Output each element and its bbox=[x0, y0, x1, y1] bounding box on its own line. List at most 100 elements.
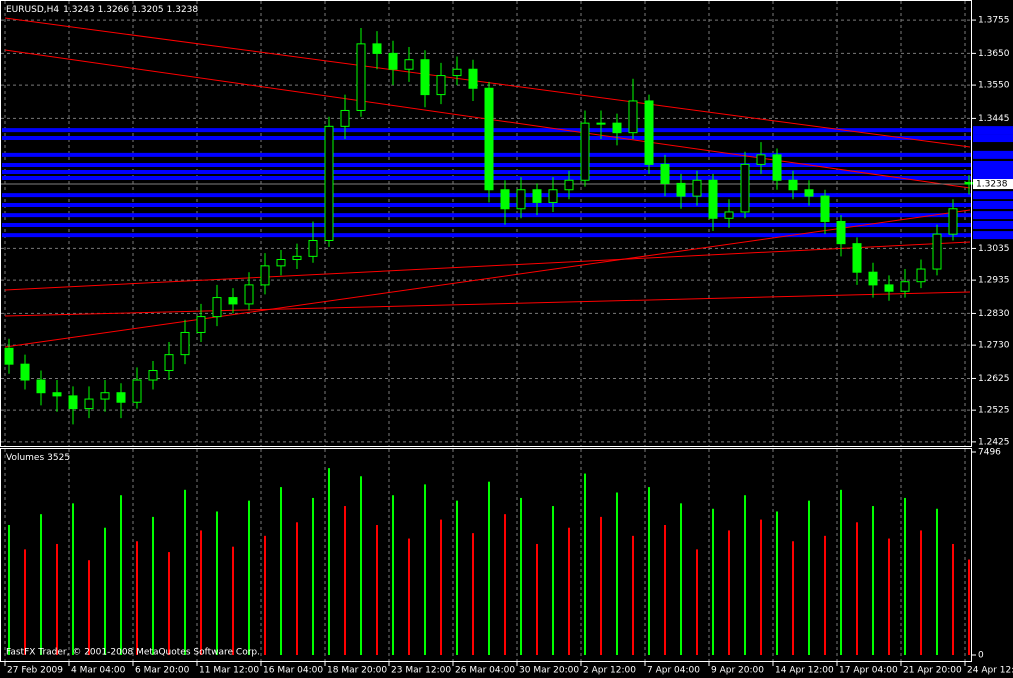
candle-body bbox=[644, 100, 654, 165]
x-tick-label: 2 Apr 12:00 bbox=[583, 666, 636, 676]
y-tick-label: 1.3035 bbox=[978, 244, 1010, 254]
volume-bar bbox=[840, 489, 842, 655]
candle-body bbox=[244, 284, 254, 305]
candle-body bbox=[292, 255, 302, 261]
volume-bar bbox=[856, 522, 858, 655]
level-axis-box bbox=[973, 174, 1013, 183]
candle-body bbox=[276, 259, 286, 267]
candle-body bbox=[756, 154, 766, 165]
level-axis-box bbox=[973, 200, 1013, 209]
x-tick-label: 18 Mar 20:00 bbox=[327, 666, 387, 676]
candle-body bbox=[676, 182, 686, 197]
quote-open: 1.3243 bbox=[63, 5, 95, 15]
candle-body bbox=[420, 59, 430, 96]
candle-body bbox=[500, 189, 510, 210]
volume-bar bbox=[40, 514, 42, 655]
candle-body bbox=[84, 398, 94, 410]
volume-bar bbox=[728, 530, 730, 655]
volume-bar bbox=[936, 508, 938, 655]
candle-body bbox=[948, 208, 958, 235]
candle-body bbox=[484, 87, 494, 191]
volume-bar bbox=[792, 541, 794, 655]
volume-bar bbox=[344, 506, 346, 655]
candle-body bbox=[628, 100, 638, 134]
volume-bar bbox=[88, 560, 90, 655]
y-tick-label: 0 bbox=[978, 651, 984, 661]
x-tick-label: 26 Mar 04:00 bbox=[455, 666, 515, 676]
volume-bar bbox=[136, 541, 138, 655]
volume-bar bbox=[200, 530, 202, 655]
candle-body bbox=[804, 189, 814, 197]
candle-body bbox=[900, 281, 910, 292]
volume-bar bbox=[488, 481, 490, 655]
volume-bar bbox=[168, 552, 170, 655]
volume-bar bbox=[392, 495, 394, 655]
candle-body bbox=[404, 59, 414, 70]
level-axis-box bbox=[973, 211, 1013, 220]
candle-body bbox=[772, 154, 782, 181]
volume-last: 3525 bbox=[47, 453, 70, 463]
current-price-label: 1.3238 bbox=[976, 180, 1008, 190]
candle-body bbox=[660, 163, 670, 184]
volume-bar bbox=[760, 519, 762, 655]
volume-bar bbox=[616, 492, 618, 655]
y-tick-label: 1.3650 bbox=[978, 49, 1010, 59]
volume-bar bbox=[648, 487, 650, 655]
candle-body bbox=[740, 163, 750, 213]
candle-body bbox=[100, 392, 110, 400]
x-tick-label: 9 Apr 20:00 bbox=[711, 666, 764, 676]
candle-body bbox=[532, 189, 542, 203]
candle-body bbox=[148, 370, 158, 381]
volume-bar bbox=[264, 535, 266, 655]
quote-high: 1.3266 bbox=[98, 5, 130, 15]
volume-bar bbox=[552, 506, 554, 655]
candle-body bbox=[516, 189, 526, 210]
volume-bar bbox=[968, 559, 970, 655]
candle-body bbox=[372, 43, 382, 54]
volume-bar bbox=[776, 511, 778, 655]
trend-line bbox=[4, 291, 971, 317]
volume-bar bbox=[744, 495, 746, 655]
candle-body bbox=[468, 68, 478, 89]
y-tick-label: 1.2425 bbox=[978, 437, 1010, 447]
volume-bar bbox=[216, 511, 218, 655]
x-tick-label: 17 Apr 04:00 bbox=[839, 666, 898, 676]
volume-bar bbox=[248, 500, 250, 655]
candle-body bbox=[212, 297, 222, 318]
volume-bar bbox=[696, 549, 698, 655]
level-axis-box bbox=[973, 220, 1013, 229]
x-tick-label: 4 Mar 04:00 bbox=[71, 666, 126, 676]
candle-body bbox=[548, 189, 558, 203]
candle-body bbox=[436, 75, 446, 96]
volume-bar bbox=[8, 525, 10, 655]
candle-body bbox=[612, 122, 622, 134]
current-price-box bbox=[973, 179, 1013, 190]
x-tick-label: 24 Apr 12:00 bbox=[967, 666, 1013, 676]
volume-bar bbox=[456, 500, 458, 655]
volume-bar bbox=[376, 525, 378, 655]
y-tick-label: 7496 bbox=[978, 448, 1001, 458]
volume-bar bbox=[600, 516, 602, 655]
candle-body bbox=[692, 179, 702, 197]
x-tick-label: 11 Mar 12:00 bbox=[199, 666, 259, 676]
volume-bar bbox=[520, 497, 522, 655]
volume-bar bbox=[56, 543, 58, 655]
candle-body bbox=[388, 52, 398, 70]
candle-body bbox=[340, 109, 350, 127]
level-axis-box bbox=[973, 167, 1013, 176]
candle-body bbox=[884, 284, 894, 292]
footer-note: FastFX Trader, © 2001-2008 MetaQuotes So… bbox=[6, 648, 260, 658]
level-axis-box bbox=[973, 191, 1013, 200]
volume-bar bbox=[952, 543, 954, 655]
candle-body bbox=[820, 195, 830, 222]
candle-body bbox=[868, 271, 878, 286]
volume-bar bbox=[360, 476, 362, 655]
candle-body bbox=[324, 125, 334, 241]
volume-bar bbox=[504, 514, 506, 655]
volume-bar bbox=[680, 503, 682, 655]
x-tick-label: 21 Apr 20:00 bbox=[903, 666, 962, 676]
candle-body bbox=[228, 297, 238, 305]
candle-body bbox=[164, 354, 174, 372]
volume-bar bbox=[72, 503, 74, 655]
trend-line bbox=[4, 17, 971, 148]
